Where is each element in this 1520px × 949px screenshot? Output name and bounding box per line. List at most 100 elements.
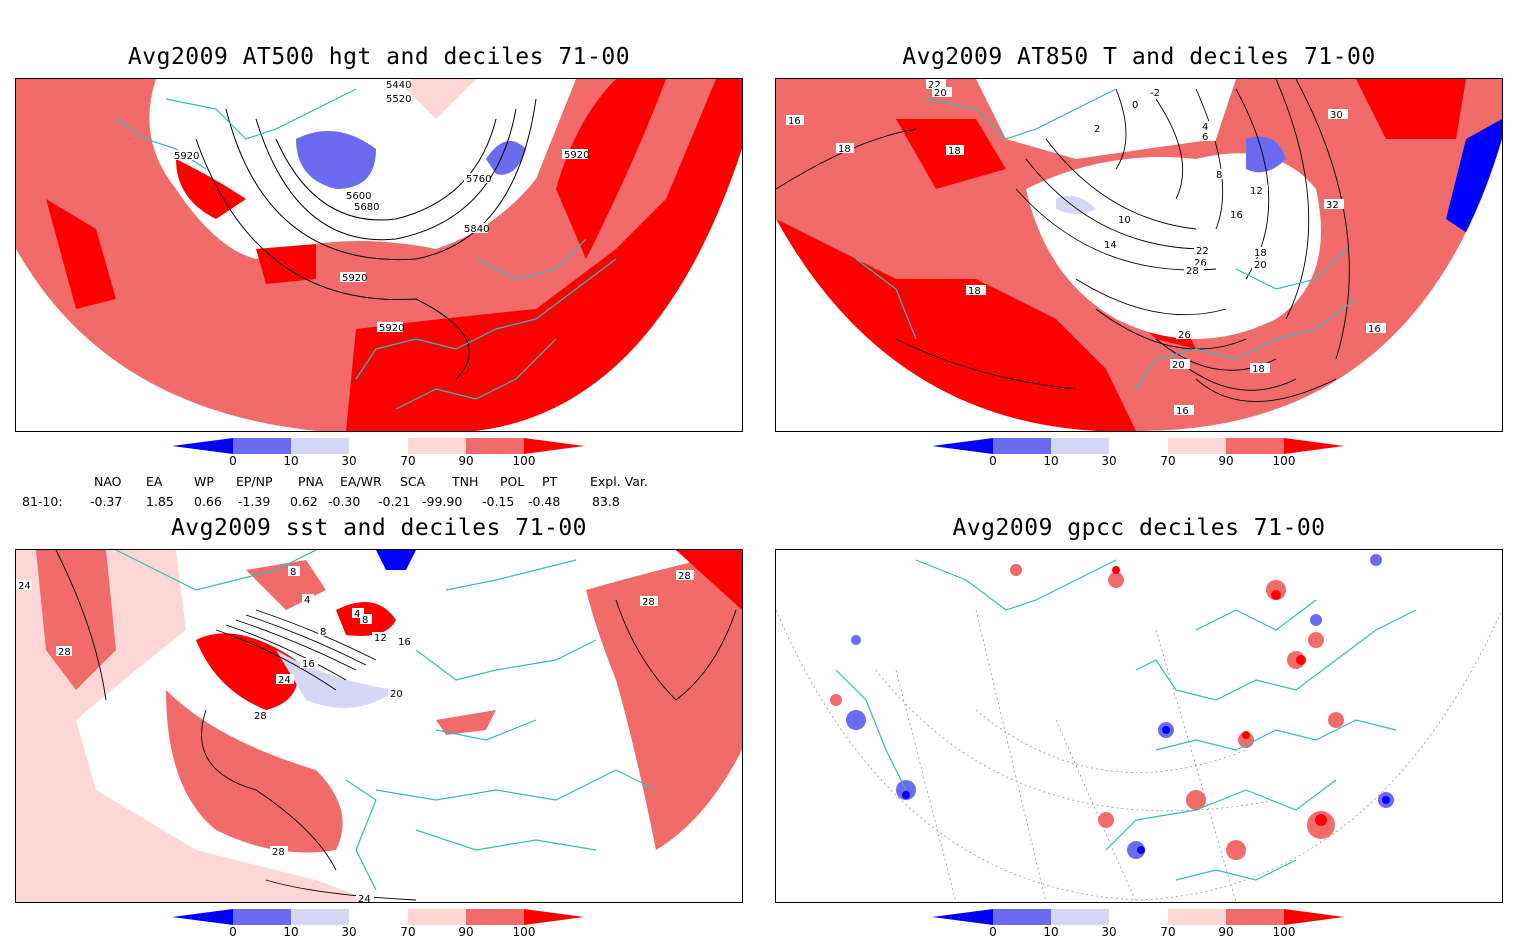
- contour-label: 12: [374, 633, 387, 644]
- contour-label: 16: [302, 659, 315, 670]
- colorbar-gpcc: 0 10 30 70 90 100: [932, 909, 1352, 949]
- index-value: 0.62: [290, 494, 318, 509]
- colorbar-sst: 0 10 30 70 90 100: [172, 909, 592, 949]
- contour-label: 26: [1194, 258, 1207, 269]
- colorbar-swatch: [172, 909, 233, 925]
- contour-label: 0: [1132, 100, 1138, 111]
- contour-label: 20: [1172, 360, 1185, 371]
- colorbar-swatch: [349, 438, 408, 454]
- contour-label: 8: [290, 567, 296, 578]
- colorbar-swatch: [172, 438, 233, 454]
- colorbar-swatch: [291, 909, 349, 925]
- colorbar-swatch: [349, 909, 408, 925]
- colorbar-swatch: [524, 438, 584, 454]
- colorbar-tick: 100: [512, 454, 536, 468]
- index-value: -0.15: [482, 494, 515, 509]
- colorbar-tick: 100: [1272, 454, 1296, 468]
- colorbar-swatch: [466, 909, 524, 925]
- contour-label: 28: [58, 647, 71, 658]
- colorbar-swatch: [1226, 438, 1284, 454]
- colorbar-tick: 90: [1218, 925, 1234, 939]
- contour-label: 5760: [466, 174, 491, 185]
- contour-label: -2: [1150, 88, 1160, 99]
- index-value: -99.90: [422, 494, 463, 509]
- index-header: EP/NP: [236, 474, 273, 489]
- contour-label: 14: [1104, 240, 1117, 251]
- colorbar-swatch: [993, 438, 1051, 454]
- panel-title-at500: Avg2009 AT500 hgt and deciles 71-00: [127, 44, 631, 70]
- colorbar-tick: 10: [1043, 925, 1059, 939]
- colorbar-tick: 70: [1160, 925, 1176, 939]
- index-header: WP: [194, 474, 214, 489]
- contour-label: 5520: [386, 94, 411, 105]
- index-header: EA: [146, 474, 163, 489]
- contour-label: 4: [354, 609, 360, 620]
- colorbar-tick: 70: [400, 925, 416, 939]
- colorbar-swatch: [1051, 909, 1109, 925]
- index-value: -0.37: [90, 494, 123, 509]
- colorbar-swatch: [233, 438, 291, 454]
- contour-label: 28: [678, 571, 691, 582]
- index-header: TNH: [452, 474, 479, 489]
- contour-label: 5920: [564, 150, 589, 161]
- index-header: EA/WR: [340, 474, 382, 489]
- contour-label: 16: [1368, 324, 1381, 335]
- contour-label: 4: [1202, 122, 1208, 133]
- index-value: -1.39: [238, 494, 271, 509]
- colorbar-swatch: [1051, 438, 1109, 454]
- contour-label: 24: [278, 675, 291, 686]
- colorbar-swatch: [993, 909, 1051, 925]
- map-gpcc: [775, 549, 1503, 903]
- contour-label: 16: [398, 637, 411, 648]
- contour-label: 28: [254, 711, 267, 722]
- colorbar-tick: 90: [458, 925, 474, 939]
- panel-title-gpcc: Avg2009 gpcc deciles 71-00: [952, 515, 1326, 541]
- colorbar-tick: 70: [400, 454, 416, 468]
- index-value: 0.66: [194, 494, 222, 509]
- colorbar-tick: 70: [1160, 454, 1176, 468]
- colorbar-swatch: [1284, 909, 1344, 925]
- contour-label: 5920: [379, 323, 404, 334]
- contour-label: 5840: [464, 224, 489, 235]
- index-header: PNA: [298, 474, 324, 489]
- contour-label: 12: [1250, 186, 1263, 197]
- contour-label: 20: [1254, 260, 1267, 271]
- colorbar-swatch: [1109, 909, 1168, 925]
- colorbar-tick: 30: [341, 454, 357, 468]
- colorbar-tick: 0: [989, 454, 997, 468]
- contour-label: 2: [1094, 124, 1100, 135]
- colorbar-swatch: [408, 438, 466, 454]
- contour-label: 26: [1178, 330, 1191, 341]
- contour-label: 28: [272, 847, 285, 858]
- contour-label: 20: [390, 689, 403, 700]
- colorbar-tick: 90: [1218, 454, 1234, 468]
- contour-label: 10: [1118, 215, 1131, 226]
- index-header: Expl. Var.: [590, 474, 648, 489]
- index-header: SCA: [400, 474, 426, 489]
- map-sst: 24 28 8 4 8 4 8 12 16 20 16 24 28 28 28 …: [15, 549, 743, 903]
- colorbar-swatch: [408, 909, 466, 925]
- contour-label: 28: [642, 597, 655, 608]
- contour-label: 30: [1330, 110, 1343, 121]
- colorbar-tick: 10: [283, 454, 299, 468]
- index-value: -0.48: [528, 494, 561, 509]
- colorbar-swatch: [1284, 438, 1344, 454]
- contour-label: 28: [1186, 266, 1199, 277]
- contour-label: 8: [1216, 170, 1222, 181]
- colorbar-tick: 30: [1101, 925, 1117, 939]
- contour-label: 18: [1252, 364, 1265, 375]
- colorbar-swatch: [466, 438, 524, 454]
- index-value: 83.8: [592, 494, 620, 509]
- colorbar-swatch: [1226, 909, 1284, 925]
- contour-label: 5680: [354, 202, 379, 213]
- colorbar-tick: 90: [458, 454, 474, 468]
- contour-label: 4: [304, 595, 310, 606]
- contour-label: 18: [948, 146, 961, 157]
- colorbar-swatch: [932, 438, 993, 454]
- colorbar-swatch: [233, 909, 291, 925]
- contour-label: 18: [838, 144, 851, 155]
- index-value: 1.85: [146, 494, 174, 509]
- contour-label: 5440: [386, 80, 411, 91]
- contour-label: 22: [928, 80, 941, 91]
- index-header: PT: [542, 474, 558, 489]
